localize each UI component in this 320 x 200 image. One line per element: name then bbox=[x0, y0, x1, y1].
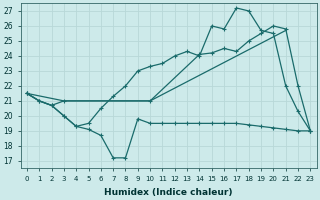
X-axis label: Humidex (Indice chaleur): Humidex (Indice chaleur) bbox=[104, 188, 233, 197]
